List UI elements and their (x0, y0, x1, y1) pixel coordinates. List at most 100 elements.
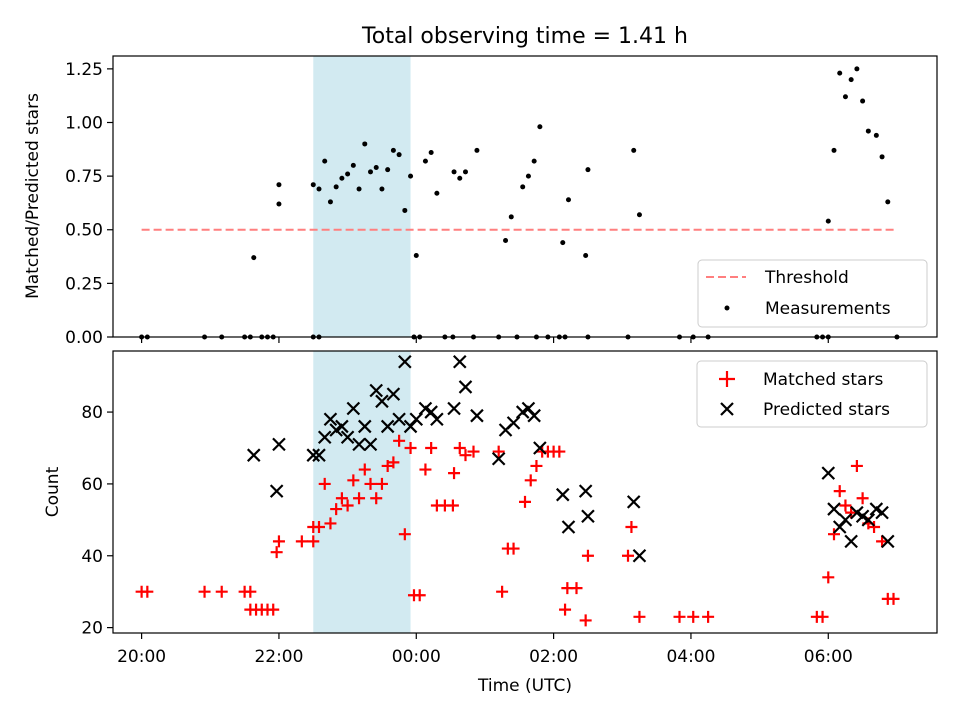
measurement-point (457, 175, 463, 181)
measurement-point (825, 218, 831, 224)
top-y-tick-label: 0.75 (65, 167, 103, 187)
matched-star-point (375, 477, 388, 490)
matched-star-point (702, 610, 715, 623)
top-y-axis-label: Matched/Predicted stars (23, 93, 43, 299)
measurement-point (474, 147, 480, 153)
bottom-x-tick-label: 02:00 (529, 647, 578, 667)
predicted-star-point (561, 520, 576, 534)
top-y-tick-label: 1.25 (65, 60, 103, 80)
predicted-star-point (838, 513, 853, 527)
predicted-star-point (358, 419, 372, 434)
matched-star-point (519, 495, 531, 508)
measurement-point (873, 132, 879, 138)
bottom-x-ticks: 20:00 22:00 00:00 02:00 04:00 06:00 (117, 633, 853, 667)
measurement-point (879, 154, 885, 160)
matched-star-point (856, 492, 869, 505)
predicted-star-point (340, 430, 355, 444)
bottom-axes-frame (112, 350, 938, 634)
predicted-star-point (844, 534, 858, 549)
predicted-star-point (875, 505, 889, 520)
measurement-point (333, 184, 339, 190)
measurement-point (339, 175, 345, 181)
predicted-star-point (272, 437, 286, 452)
matched-star-point (387, 456, 400, 469)
matched-star-point (507, 542, 520, 555)
top-legend-box (697, 259, 928, 328)
matched-star-point (335, 492, 348, 505)
predicted-star-point (352, 437, 366, 452)
matched-star-point (313, 521, 325, 534)
matched-star-point (270, 546, 283, 559)
predicted-star-point (555, 487, 570, 502)
predicted-star-point (506, 416, 521, 430)
matched-star-point (413, 589, 426, 602)
measurement-point (565, 197, 571, 203)
measurement-point (345, 171, 351, 177)
measurement-point (434, 190, 440, 196)
matched-star-point (868, 521, 881, 534)
matched-star-point (341, 499, 354, 512)
top-legend-label-threshold: Threshold (764, 268, 849, 288)
predicted-star-point (581, 509, 595, 524)
predicted-star-point (409, 412, 424, 427)
bottom-x-axis-label: Time (UTC) (477, 676, 572, 696)
predicted-star-point (491, 451, 506, 466)
predicted-star-point (626, 495, 641, 509)
measurement-point (842, 94, 848, 100)
matched-star-point (446, 499, 459, 512)
measurement-point (508, 214, 514, 220)
matched-star-point (622, 549, 634, 562)
measurement-point (413, 252, 419, 258)
bottom-legend: Matched stars Predicted stars (696, 360, 928, 428)
predicted-star-point (821, 466, 836, 480)
top-legend: Threshold Measurements (697, 259, 928, 328)
measurement-point (276, 182, 282, 188)
matched-star-point (887, 592, 900, 605)
predicted-star-point (312, 448, 326, 462)
measurement-point (379, 186, 385, 192)
predicted-star-point (452, 354, 467, 369)
measurement-point (316, 186, 322, 192)
bottom-legend-label-predicted: Predicted stars (763, 400, 890, 420)
measurement-point (631, 147, 637, 153)
measurement-point (885, 199, 891, 205)
matched-star-point (358, 463, 371, 476)
matched-star-point (330, 503, 343, 516)
matched-star-point (244, 585, 257, 598)
predicted-star-point (458, 380, 473, 394)
measurement-point (422, 158, 428, 164)
measurement-point (390, 147, 396, 153)
bottom-x-tick-label: 22:00 (254, 647, 303, 667)
top-panel: Total observing time = 1.41 h 0.000.250.… (23, 24, 938, 348)
bottom-y-tick-label: 80 (81, 403, 103, 423)
matched-star-point (459, 449, 472, 462)
bottom-legend-label-matched: Matched stars (763, 370, 883, 390)
measurement-point (503, 237, 509, 243)
measurement-point (408, 173, 414, 179)
predicted-star-point (380, 419, 395, 434)
matched-star-point (267, 603, 280, 616)
matched-star-point (625, 521, 638, 534)
matched-star-point (347, 474, 360, 487)
predicted-star-point (881, 534, 895, 549)
matched-star-point (198, 585, 211, 598)
predicted-star-point (317, 430, 332, 444)
matched-star-point (307, 535, 320, 548)
matched-star-point (839, 499, 852, 512)
matched-star-point (353, 492, 366, 505)
predicted-star-point (269, 484, 284, 498)
matched-star-point (492, 445, 505, 458)
matched-star-point (324, 517, 337, 530)
matched-star-point (295, 535, 308, 548)
matched-star-point (496, 585, 509, 598)
measurement-point (402, 207, 408, 213)
matched-star-point (318, 477, 331, 490)
measurement-point (560, 240, 566, 246)
top-y-tick-label: 0.50 (65, 221, 103, 241)
matched-legend-swatch (719, 371, 735, 387)
measurement-point (356, 186, 362, 192)
measurement-point (251, 255, 257, 261)
matched-star-point (467, 445, 480, 458)
predicted-star-point (369, 383, 383, 398)
